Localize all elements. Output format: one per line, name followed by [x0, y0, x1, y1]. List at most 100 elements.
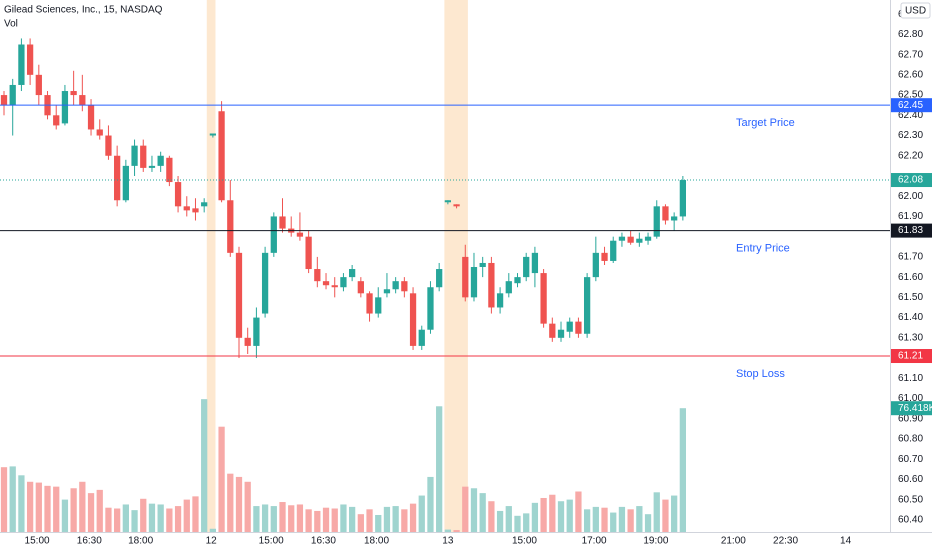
candle-body	[349, 269, 356, 278]
volume-bar	[253, 506, 260, 532]
y-tick-label: 62.40	[898, 110, 923, 121]
price-line-value-label: 61.83	[898, 225, 923, 236]
x-tick-label: 22:30	[773, 536, 798, 547]
volume-bar	[183, 499, 190, 532]
price-line-value-box	[891, 349, 932, 364]
volume-bar	[331, 508, 338, 532]
candle-body	[436, 269, 443, 288]
candle-body	[462, 256, 469, 298]
volume-bar	[357, 514, 364, 532]
volume-bar	[514, 515, 521, 532]
volume-bar	[322, 507, 330, 532]
candle-body	[253, 317, 260, 346]
candle-body	[409, 293, 417, 346]
volume-bar	[61, 499, 69, 532]
volume-bar	[392, 506, 399, 532]
price-line-value-label: 62.45	[898, 100, 923, 111]
last-volume-box	[891, 401, 932, 416]
candle-body	[531, 252, 539, 274]
volume-bar	[349, 506, 356, 532]
candle-body	[166, 157, 173, 183]
y-tick-label: 60.70	[898, 454, 923, 465]
candle-body	[314, 269, 321, 282]
y-tick-label: 61.30	[898, 332, 923, 343]
candle-body	[523, 256, 530, 278]
candle-body	[70, 91, 77, 96]
volume-bar	[531, 502, 539, 532]
candle-body	[401, 281, 408, 292]
x-tick-label: 13	[442, 536, 454, 547]
volume-bar	[305, 509, 312, 532]
currency-box	[900, 2, 931, 19]
candle-body	[270, 216, 277, 253]
volume-bar	[383, 506, 391, 532]
x-tick-label: 21:00	[721, 536, 746, 547]
volume-bar	[96, 489, 103, 532]
candle-body	[496, 293, 504, 308]
volume-bar	[601, 507, 608, 532]
volume-bar	[462, 486, 469, 532]
volume-bar	[26, 481, 34, 532]
y-tick-label: 62.60	[898, 69, 923, 80]
y-tick-label: 62.20	[898, 150, 923, 161]
volume-bar	[35, 482, 42, 532]
candle-body	[209, 133, 217, 136]
volume-bar	[679, 408, 686, 532]
volume-bar	[366, 509, 373, 532]
candle-body	[26, 44, 34, 75]
volume-bar	[140, 498, 147, 532]
candle-body	[627, 236, 634, 243]
candle-body	[444, 200, 452, 203]
plot-area	[0, 0, 686, 532]
candle-body	[557, 329, 565, 338]
volume-bar	[583, 509, 591, 532]
y-tick-label: 62.30	[898, 130, 923, 141]
x-tick-label: 14	[840, 536, 852, 547]
volume-bar	[653, 492, 660, 532]
volume-bar	[610, 512, 617, 532]
y-tick-label: 61.60	[898, 272, 923, 283]
candle-body	[305, 236, 312, 270]
candle-body	[105, 135, 112, 156]
candle-body	[671, 216, 678, 221]
volume-bar	[296, 504, 304, 532]
volume-bar	[592, 506, 599, 532]
y-tick-label: 62.00	[898, 191, 923, 202]
candle-body	[470, 267, 478, 298]
price-line-value-label: 61.21	[898, 351, 923, 362]
candle-body	[122, 165, 129, 201]
volume-bar	[270, 506, 277, 532]
volume-bar	[488, 501, 495, 532]
last-volume-label: 76.418K	[898, 403, 932, 414]
volume-bar	[575, 491, 582, 532]
volume-bar	[9, 466, 16, 532]
candle-body	[418, 329, 425, 346]
volume-bar	[166, 508, 173, 532]
y-tick-label: 60.40	[898, 515, 923, 526]
candle-body	[235, 252, 243, 338]
candle-body	[53, 115, 60, 126]
y-tick-label: 60.50	[898, 494, 923, 505]
volume-bar	[131, 510, 138, 532]
volume-bar	[53, 486, 60, 532]
volume-bar	[261, 504, 269, 532]
candle-body	[653, 206, 660, 237]
session-break	[206, 0, 216, 532]
candle-body	[357, 281, 364, 294]
price-line-value-box	[891, 98, 932, 113]
candle-body	[601, 252, 608, 261]
candle-body	[322, 281, 330, 286]
candle-body	[296, 232, 304, 237]
candle-body	[227, 200, 234, 253]
candle-body	[618, 236, 626, 241]
candle-body	[114, 155, 121, 201]
volume-bar	[314, 510, 321, 532]
candle-body	[679, 180, 686, 217]
candle-body	[279, 216, 286, 229]
x-tick-label: 16:30	[77, 536, 102, 547]
candle-body	[383, 289, 391, 294]
candle-body	[79, 95, 86, 106]
candle-body	[201, 202, 208, 207]
candle-body	[9, 84, 16, 106]
